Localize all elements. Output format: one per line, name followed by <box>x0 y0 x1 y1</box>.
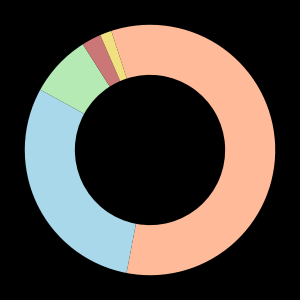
Wedge shape <box>25 90 136 273</box>
Wedge shape <box>40 44 110 114</box>
Wedge shape <box>111 25 275 275</box>
Wedge shape <box>83 35 120 87</box>
Wedge shape <box>100 31 127 81</box>
